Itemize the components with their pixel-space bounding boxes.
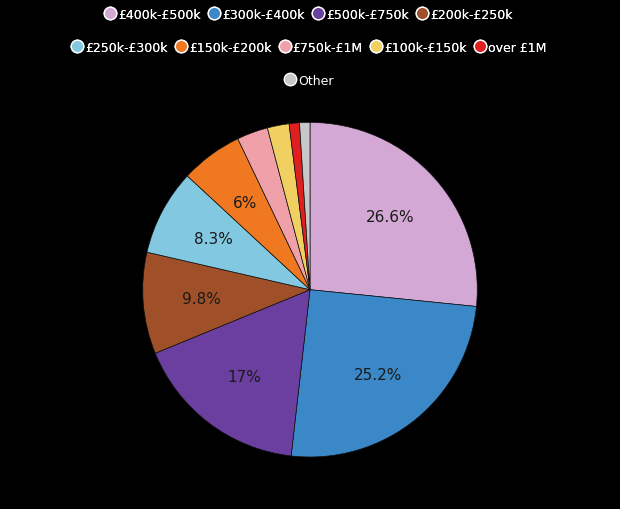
- Wedge shape: [299, 123, 310, 290]
- Legend: Other: Other: [284, 72, 336, 91]
- Text: 26.6%: 26.6%: [366, 210, 415, 225]
- Wedge shape: [238, 129, 310, 290]
- Text: 25.2%: 25.2%: [354, 367, 402, 382]
- Wedge shape: [310, 123, 477, 307]
- Text: 6%: 6%: [233, 195, 258, 210]
- Wedge shape: [187, 139, 310, 290]
- Wedge shape: [147, 177, 310, 290]
- Legend: £250k-£300k, £150k-£200k, £750k-£1M, £100k-£150k, over £1M: £250k-£300k, £150k-£200k, £750k-£1M, £10…: [71, 39, 549, 58]
- Text: 9.8%: 9.8%: [182, 292, 221, 306]
- Text: 17%: 17%: [228, 369, 262, 384]
- Wedge shape: [143, 252, 310, 354]
- Wedge shape: [289, 124, 310, 290]
- Legend: £400k-£500k, £300k-£400k, £500k-£750k, £200k-£250k: £400k-£500k, £300k-£400k, £500k-£750k, £…: [105, 6, 515, 24]
- Wedge shape: [291, 290, 476, 457]
- Text: 8.3%: 8.3%: [195, 232, 233, 247]
- Wedge shape: [155, 290, 310, 456]
- Wedge shape: [267, 125, 310, 290]
